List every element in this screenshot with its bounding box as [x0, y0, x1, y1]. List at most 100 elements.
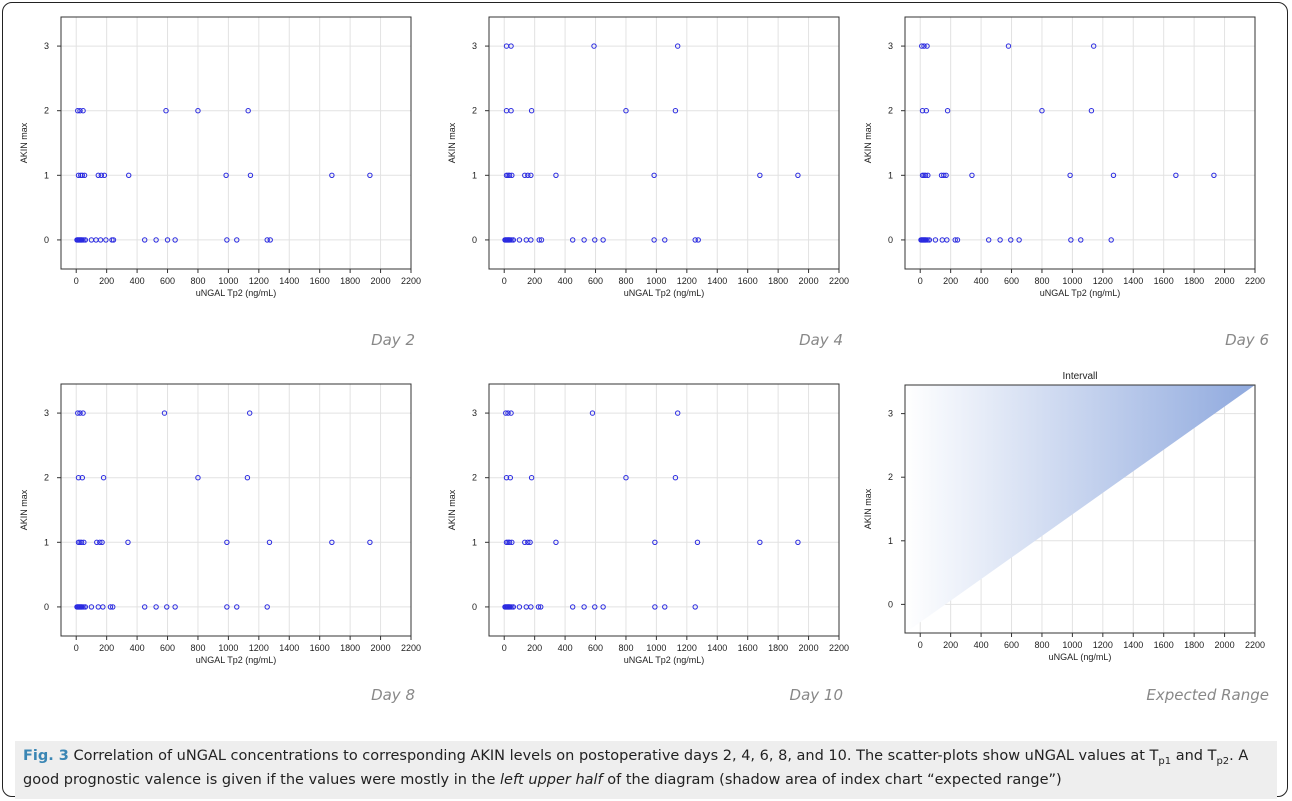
x-axis-label: uNGAL Tp2 (ng/mL) — [624, 288, 705, 298]
x-tick-label: 800 — [190, 643, 205, 653]
data-point — [264, 237, 270, 243]
data-point — [932, 237, 939, 243]
caption-run: p2 — [1216, 755, 1230, 767]
data-point — [234, 604, 240, 610]
x-tick-label: 2200 — [401, 643, 421, 653]
data-point — [94, 539, 100, 546]
x-tick-label: 0 — [502, 643, 507, 653]
data-point — [1068, 237, 1074, 243]
x-tick-label: 1600 — [738, 643, 758, 653]
data-point — [652, 604, 658, 610]
data-point — [528, 474, 535, 481]
data-point — [591, 43, 597, 49]
x-tick-label: 400 — [558, 643, 573, 653]
plot-frame — [904, 384, 1256, 634]
data-point — [600, 237, 606, 243]
y-tick-label: 3 — [888, 41, 893, 51]
x-tick-label: 600 — [160, 643, 175, 653]
data-point — [367, 539, 373, 546]
data-point — [674, 410, 681, 416]
x-tick-label: 1800 — [340, 643, 360, 653]
x-axis-label: uNGAL Tp2 (ng/mL) — [196, 288, 277, 298]
plot-frame — [60, 16, 412, 270]
data-point — [224, 539, 230, 546]
x-tick-label: 1400 — [1123, 276, 1143, 286]
data-point — [535, 604, 542, 610]
x-tick-label: 2200 — [1245, 276, 1265, 286]
chart-svg: 0 200 400 600 800 1000 1200 1400 1600 1800 2000 220… — [447, 383, 849, 665]
x-tick-label: 2200 — [1245, 640, 1265, 650]
data-point — [1110, 172, 1117, 179]
x-tick-label: 1600 — [310, 643, 330, 653]
data-point — [329, 172, 335, 179]
data-point — [538, 237, 545, 243]
x-tick-label: 600 — [1004, 276, 1019, 286]
data-point — [80, 410, 86, 416]
y-tick-label: 3 — [472, 408, 477, 418]
data-point — [695, 237, 701, 243]
data-point — [525, 172, 531, 179]
x-tick-label: 600 — [588, 643, 603, 653]
data-point — [505, 410, 511, 416]
x-tick-label: 1800 — [1184, 276, 1204, 286]
data-point — [592, 604, 598, 610]
data-point — [795, 539, 801, 546]
x-tick-label: 200 — [99, 643, 114, 653]
data-point — [172, 604, 178, 610]
data-point — [569, 237, 576, 243]
data-point — [581, 237, 587, 243]
data-point — [944, 107, 951, 114]
data-point — [224, 604, 230, 610]
data-point — [1078, 237, 1084, 243]
data-point — [1211, 172, 1217, 179]
y-tick-label: 0 — [472, 235, 477, 245]
data-point — [757, 172, 763, 179]
data-point — [77, 410, 83, 416]
data-point — [95, 172, 101, 179]
data-point — [926, 237, 933, 243]
data-point — [508, 107, 514, 114]
data-point — [80, 107, 86, 114]
y-tick-label: 1 — [888, 170, 893, 180]
x-tick-label: 0 — [74, 643, 79, 653]
data-point — [538, 604, 544, 610]
x-tick-label: 1000 — [1062, 276, 1082, 286]
data-point — [510, 237, 517, 243]
data-point — [674, 43, 681, 49]
data-point — [266, 539, 273, 546]
data-point — [172, 237, 178, 243]
x-tick-label: 400 — [130, 643, 145, 653]
x-tick-label: 2000 — [1215, 640, 1235, 650]
data-point — [969, 172, 975, 179]
data-point — [98, 172, 105, 179]
data-point — [985, 237, 992, 243]
data-point — [651, 237, 657, 243]
data-point — [553, 172, 559, 179]
data-point — [329, 539, 335, 546]
chart-title: Intervall — [1062, 371, 1097, 382]
data-point — [651, 172, 657, 179]
x-tick-label: 2200 — [829, 276, 849, 286]
data-point — [509, 172, 515, 179]
data-point — [581, 604, 587, 610]
x-tick-label: 0 — [74, 276, 79, 286]
x-tick-label: 1600 — [310, 276, 330, 286]
data-point — [652, 539, 658, 546]
x-tick-label: 2000 — [371, 643, 391, 653]
data-point — [692, 604, 698, 610]
x-tick-label: 200 — [943, 276, 958, 286]
data-point — [78, 539, 85, 546]
data-point — [662, 604, 668, 610]
x-tick-label: 600 — [160, 276, 175, 286]
x-tick-label: 1000 — [218, 643, 238, 653]
data-point — [528, 172, 534, 179]
x-tick-label: 1000 — [218, 276, 238, 286]
scatter-panel-day4: 0 200 400 600 800 1000 1200 1400 1600 1800 2000 220… — [441, 9, 849, 299]
data-point — [943, 172, 949, 179]
y-tick-label: 2 — [472, 473, 477, 483]
caption-run: of the diagram (shadow area of index cha… — [602, 771, 1062, 788]
scatter-panel-day2: 0 200 400 600 800 1000 1200 1400 1600 1800 2000 220… — [13, 9, 421, 299]
x-tick-label: 200 — [943, 640, 958, 650]
data-point — [600, 604, 606, 610]
data-point — [77, 107, 83, 114]
